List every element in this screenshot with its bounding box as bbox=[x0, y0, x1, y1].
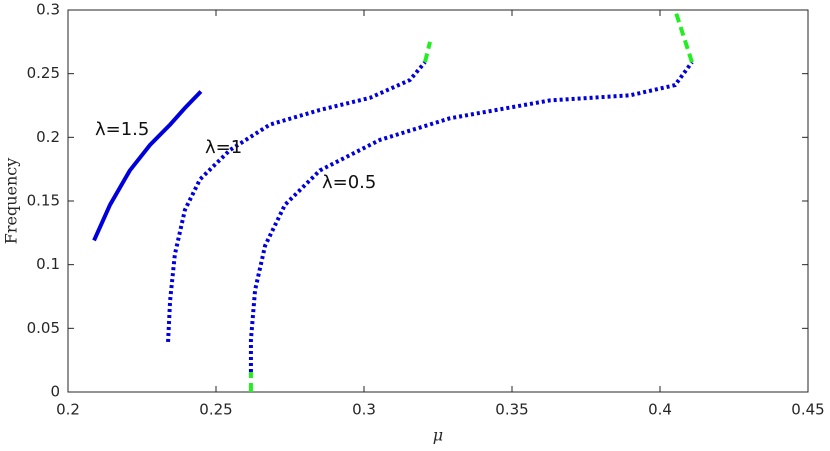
x-tick-label: 0.45 bbox=[791, 401, 824, 419]
plot-frame bbox=[67, 9, 809, 393]
series-line bbox=[248, 61, 694, 373]
series-line bbox=[423, 41, 432, 63]
y-tick-label: 0.3 bbox=[36, 1, 60, 19]
x-tick-label: 0.35 bbox=[495, 401, 528, 419]
x-tick-label: 0.3 bbox=[352, 401, 376, 419]
series-line bbox=[673, 9, 694, 63]
y-axis-label: Frequency bbox=[2, 158, 21, 245]
x-tick-label: 0.2 bbox=[56, 401, 80, 419]
x-axis-label: μ bbox=[433, 426, 443, 445]
y-tick-label: 0.1 bbox=[36, 255, 60, 273]
x-tick-label: 0.4 bbox=[648, 401, 672, 419]
series-line bbox=[166, 60, 427, 343]
curve-annotation: λ=1 bbox=[205, 137, 242, 158]
y-tick-label: 0.05 bbox=[27, 319, 60, 337]
y-tick-label: 0.25 bbox=[27, 64, 60, 82]
y-tick-label: 0.2 bbox=[36, 128, 60, 146]
series-line bbox=[92, 90, 203, 242]
curve-annotation: λ=0.5 bbox=[322, 172, 376, 193]
y-tick-label: 0 bbox=[50, 383, 60, 401]
y-tick-label: 0.15 bbox=[27, 192, 60, 210]
curve-annotation: λ=1.5 bbox=[95, 119, 149, 140]
x-tick-label: 0.25 bbox=[199, 401, 232, 419]
